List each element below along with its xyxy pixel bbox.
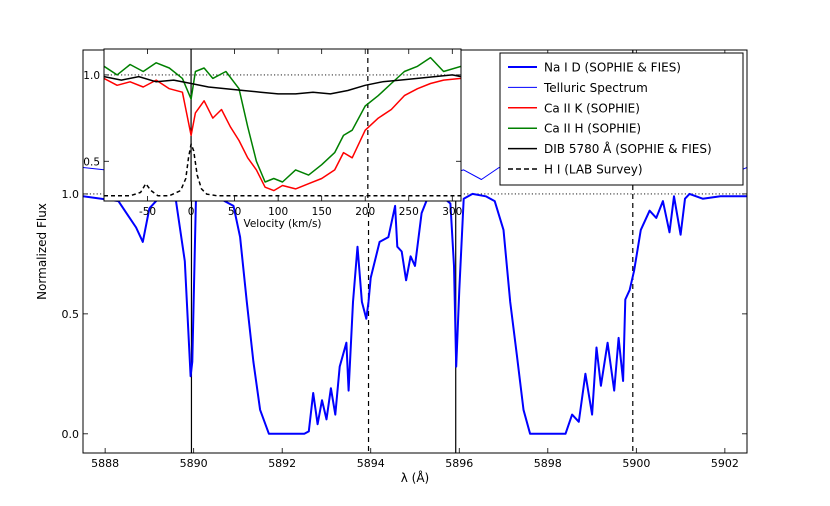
- inset-xtick-label: 250: [399, 206, 419, 218]
- main-series-na-i-d-sophie-fies: [83, 192, 747, 435]
- inset-xtick-label: 150: [312, 206, 332, 218]
- inset-xtick-label: 300: [442, 206, 462, 218]
- inset-plot-background: [104, 49, 461, 201]
- inset-xtick-label: 200: [355, 206, 375, 218]
- inset-x-axis-label: Velocity (km/s): [243, 218, 321, 230]
- main-x-axis-label: λ (Å): [401, 470, 430, 485]
- main-xtick-label: 5898: [534, 457, 562, 470]
- inset-ytick-label: 1.0: [83, 70, 100, 82]
- main-ytick-label: 1.0: [62, 188, 80, 201]
- inset-plot-area: [104, 49, 461, 201]
- inset-series-ca-ii-k-sophie: [104, 77, 461, 192]
- legend-box: [499, 52, 744, 186]
- main-ytick-label: 0.5: [62, 308, 80, 321]
- legend-entry-label: H I (LAB Survey): [544, 163, 643, 177]
- legend-entry-label: Ca II H (SOPHIE): [544, 122, 641, 136]
- inset-series-ca-ii-h-sophie: [104, 56, 461, 183]
- legend-entry-label: DIB 5780 Å (SOPHIE & FIES): [544, 141, 712, 156]
- inset-frame: [103, 48, 462, 202]
- main-y-axis-label: Normalized Flux: [35, 203, 49, 300]
- legend-entry-label: Na I D (SOPHIE & FIES): [544, 61, 681, 75]
- inset-xtick-label: 100: [268, 206, 288, 218]
- main-xtick-label: 5900: [622, 457, 650, 470]
- legend-entry-label: Ca II K (SOPHIE): [544, 101, 640, 115]
- main-ytick-label: 0.0: [62, 428, 80, 441]
- inset-xtick-label: -50: [139, 206, 156, 218]
- inset-series-h-i-lab-survey: [104, 143, 461, 197]
- inset-xtick-label: 50: [228, 206, 241, 218]
- main-xtick-label: 5888: [91, 457, 119, 470]
- main-xtick-label: 5892: [268, 457, 296, 470]
- legend-entry-label: Telluric Spectrum: [543, 81, 648, 95]
- main-xtick-label: 5902: [711, 457, 739, 470]
- main-xtick-label: 5896: [445, 457, 473, 470]
- inset-series-dib-5780-sophie-fies: [104, 74, 461, 95]
- inset-ytick-label: 0.5: [83, 156, 100, 168]
- main-xtick-label: 5890: [180, 457, 208, 470]
- inset-xtick-label: 0: [188, 206, 195, 218]
- main-xtick-label: 5894: [357, 457, 385, 470]
